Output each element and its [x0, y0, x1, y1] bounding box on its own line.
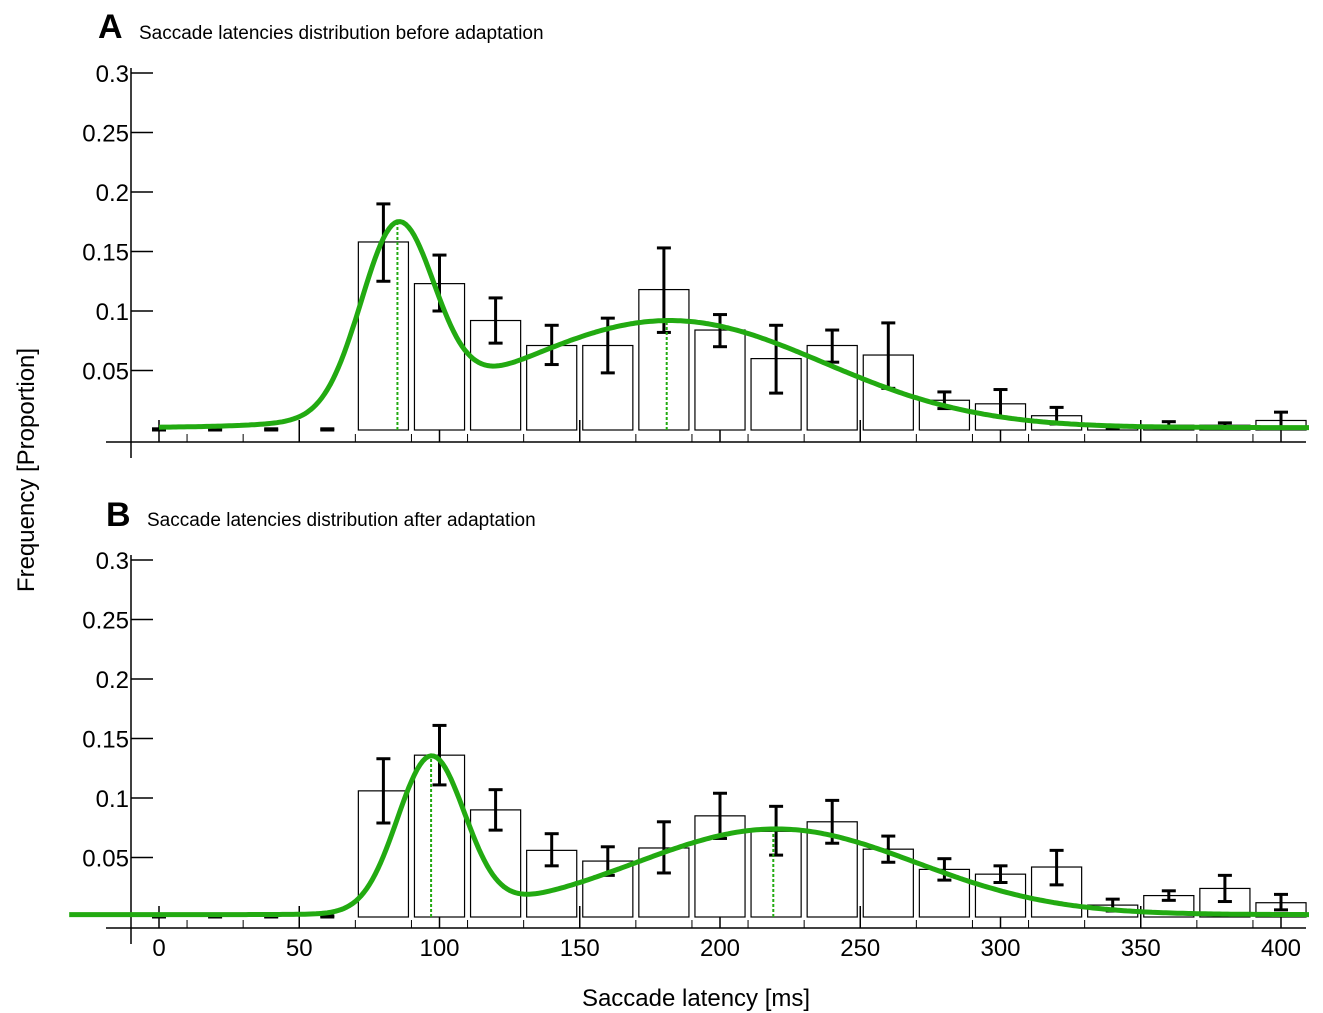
panel-b-x-tick-label: 150	[560, 935, 600, 962]
panel-a: A Saccade latencies distribution before …	[82, 8, 1309, 458]
panel-a-y-tick-label: 0.25	[82, 121, 129, 148]
panel-b-x-tick-label: 400	[1261, 935, 1301, 962]
panel-b-y-tick-label: 0.15	[82, 727, 129, 754]
panel-b-x-tick-label: 300	[980, 935, 1020, 962]
panel-b-x-tick-label: 0	[152, 935, 165, 962]
panel-a-error-bar	[320, 429, 334, 430]
panel-b-y-tick-label: 0.25	[82, 608, 129, 635]
panel-b-y-tick-label: 0.3	[96, 548, 129, 575]
panel-b-letter: B	[106, 496, 131, 534]
panel-a-error-bar	[208, 429, 222, 430]
panel-b-x-tick-label: 50	[286, 935, 313, 962]
panel-b-x-tick-label: 100	[419, 935, 459, 962]
panel-b-y-tick-label: 0.1	[96, 786, 129, 813]
panel-a-title: Saccade latencies distribution before ad…	[139, 23, 544, 44]
panel-b-error-bar	[320, 916, 334, 917]
panel-b-y-tick-label: 0.05	[82, 846, 129, 873]
panel-b-title: Saccade latencies distribution after ada…	[147, 510, 536, 531]
x-axis-label: Saccade latency [ms]	[582, 985, 810, 1012]
panel-a-error-bar	[264, 429, 278, 430]
panel-b: B Saccade latencies distribution after a…	[69, 496, 1309, 962]
panel-a-y-tick-label: 0.1	[96, 299, 129, 326]
panel-a-letter: A	[98, 8, 123, 46]
panel-a-y-tick-label: 0.05	[82, 359, 129, 386]
panel-a-y-tick-label: 0.2	[96, 180, 129, 207]
panel-a-y-axis: 0.05 0.1 0.15 0.2 0.25 0.3	[82, 61, 153, 458]
panel-a-y-tick-label: 0.15	[82, 240, 129, 267]
panel-b-x-tick-label: 250	[840, 935, 880, 962]
y-axis-label: Frequency [Proportion]	[13, 348, 40, 592]
panel-b-x-tick-label: 200	[700, 935, 740, 962]
panel-b-y-axis: 0.05 0.1 0.15 0.2 0.25 0.3	[82, 548, 153, 944]
panel-a-y-tick-label: 0.3	[96, 61, 129, 88]
panel-b-y-tick-label: 0.2	[96, 667, 129, 694]
panel-b-x-tick-label: 350	[1121, 935, 1161, 962]
